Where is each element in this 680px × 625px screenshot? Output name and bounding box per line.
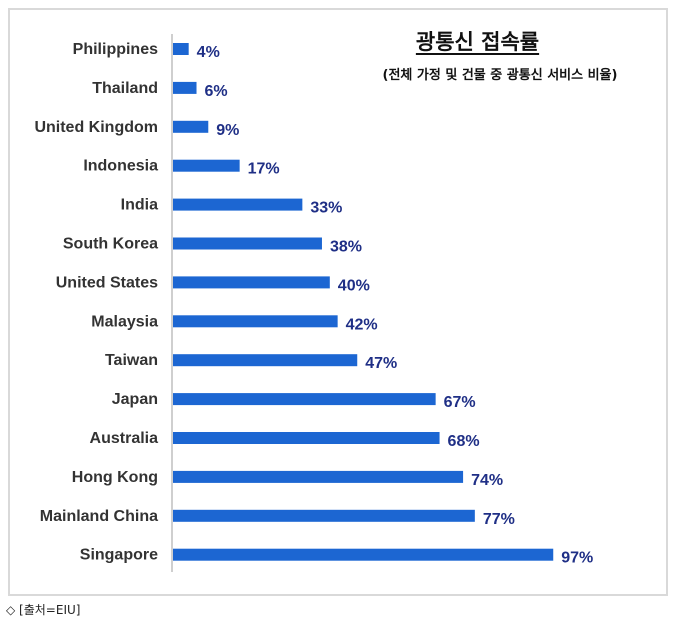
bar xyxy=(173,393,436,406)
bar xyxy=(173,432,440,444)
bar xyxy=(173,237,322,250)
value-label: 42% xyxy=(346,316,378,333)
bar xyxy=(173,81,197,94)
bar xyxy=(173,120,209,133)
value-label: 74% xyxy=(471,472,503,489)
value-label: 33% xyxy=(310,200,342,217)
bar xyxy=(173,548,554,561)
category-label: South Korea xyxy=(63,236,158,253)
category-label: United States xyxy=(56,274,158,291)
value-label: 17% xyxy=(248,161,280,178)
bar xyxy=(173,198,303,211)
source-note: ◇ [출처=EIU] xyxy=(6,603,81,617)
category-label: United Kingdom xyxy=(34,119,158,136)
category-label: Taiwan xyxy=(105,352,158,369)
value-label: 68% xyxy=(448,433,480,450)
bar xyxy=(173,509,475,522)
value-label: 40% xyxy=(338,277,370,294)
bar xyxy=(173,315,338,328)
value-label: 38% xyxy=(330,239,362,256)
value-label: 6% xyxy=(205,83,228,100)
category-label: Japan xyxy=(112,391,158,408)
category-label: Philippines xyxy=(73,41,158,58)
bar xyxy=(173,276,330,289)
chart-frame xyxy=(8,8,668,596)
chart-title: 광통신 접속률 xyxy=(415,30,540,54)
bar-chart: Philippines 4% Thailand 6% United Kingdom 9% I… xyxy=(34,34,593,572)
category-label: Singapore xyxy=(80,547,158,564)
category-label: Thailand xyxy=(92,80,158,97)
value-label: 77% xyxy=(483,511,515,528)
chart-subtitle: (전체 가정 및 건물 중 광통신 서비스 비율) xyxy=(382,68,618,83)
value-label: 9% xyxy=(216,122,239,139)
category-label: Australia xyxy=(90,430,159,447)
category-label: Mainland China xyxy=(40,508,158,525)
value-label: 4% xyxy=(197,44,220,61)
category-label: India xyxy=(121,197,158,214)
bar xyxy=(173,470,464,483)
category-label: Hong Kong xyxy=(72,469,158,486)
value-label: 97% xyxy=(561,550,593,567)
bar xyxy=(173,159,240,172)
category-label: Malaysia xyxy=(91,313,158,330)
bar xyxy=(173,354,358,367)
bar xyxy=(173,43,189,55)
value-label: 67% xyxy=(444,394,476,411)
category-label: Indonesia xyxy=(83,158,158,175)
value-label: 47% xyxy=(365,355,397,372)
